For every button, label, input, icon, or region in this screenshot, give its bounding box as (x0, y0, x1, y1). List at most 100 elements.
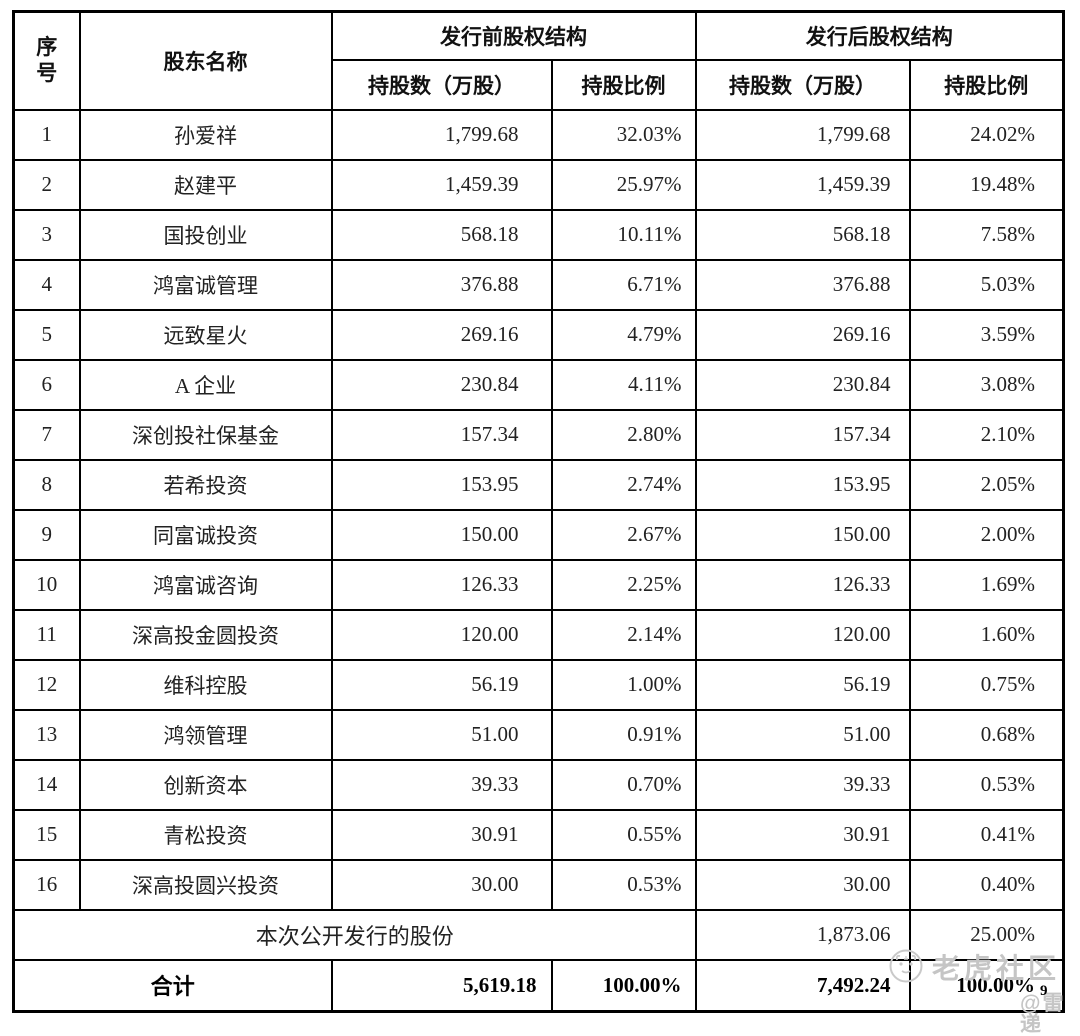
table-row: 6 A 企业 230.84 4.11% 230.84 3.08% (12, 358, 1065, 411)
header-pre-shares: 持股数（万股） (330, 58, 553, 111)
post-ratio-cell: 1.69% (908, 558, 1065, 611)
pre-shares-cell: 30.91 (330, 808, 553, 861)
header-pre-ratio: 持股比例 (550, 58, 697, 111)
post-ratio-cell: 0.40% (908, 858, 1065, 911)
post-shares-cell: 30.91 (694, 808, 911, 861)
total-post-ratio-cell: 100.00% (908, 958, 1065, 1013)
offering-post-ratio-cell: 25.00% (908, 908, 1065, 961)
pre-ratio-cell: 0.70% (550, 758, 697, 811)
header-shareholder-name: 股东名称 (78, 10, 333, 111)
row-index-cell: 2 (12, 158, 81, 211)
post-shares-cell: 120.00 (694, 608, 911, 661)
row-index-cell: 14 (12, 758, 81, 811)
table-row: 12 维科控股 56.19 1.00% 56.19 0.75% (12, 658, 1065, 711)
shareholder-name-cell: 鸿领管理 (78, 708, 333, 761)
post-ratio-cell: 3.08% (908, 358, 1065, 411)
table-row: 2 赵建平 1,459.39 25.97% 1,459.39 19.48% (12, 158, 1065, 211)
total-row: 合计 5,619.18 100.00% 7,492.24 100.00% (12, 958, 1065, 1013)
pre-ratio-cell: 4.79% (550, 308, 697, 361)
header-post-shares: 持股数（万股） (694, 58, 911, 111)
row-index-cell: 7 (12, 408, 81, 461)
table-row: 7 深创投社保基金 157.34 2.80% 157.34 2.10% (12, 408, 1065, 461)
row-index-cell: 5 (12, 308, 81, 361)
table-row: 13 鸿领管理 51.00 0.91% 51.00 0.68% (12, 708, 1065, 761)
post-ratio-cell: 2.05% (908, 458, 1065, 511)
post-shares-cell: 376.88 (694, 258, 911, 311)
pre-ratio-cell: 25.97% (550, 158, 697, 211)
post-shares-cell: 39.33 (694, 758, 911, 811)
pre-ratio-cell: 32.03% (550, 108, 697, 161)
pre-shares-cell: 230.84 (330, 358, 553, 411)
pre-ratio-cell: 2.74% (550, 458, 697, 511)
pre-shares-cell: 51.00 (330, 708, 553, 761)
row-index-cell: 8 (12, 458, 81, 511)
pre-ratio-cell: 6.71% (550, 258, 697, 311)
table-row: 14 创新资本 39.33 0.70% 39.33 0.53% (12, 758, 1065, 811)
table-row: 3 国投创业 568.18 10.11% 568.18 7.58% (12, 208, 1065, 261)
post-ratio-cell: 0.53% (908, 758, 1065, 811)
table-row: 1 孙爱祥 1,799.68 32.03% 1,799.68 24.02% (12, 108, 1065, 161)
pre-ratio-cell: 0.53% (550, 858, 697, 911)
pre-ratio-cell: 2.80% (550, 408, 697, 461)
pre-shares-cell: 153.95 (330, 458, 553, 511)
table-row: 5 远致星火 269.16 4.79% 269.16 3.59% (12, 308, 1065, 361)
post-shares-cell: 269.16 (694, 308, 911, 361)
row-index-cell: 6 (12, 358, 81, 411)
post-shares-cell: 568.18 (694, 208, 911, 261)
public-offering-row: 本次公开发行的股份 1,873.06 25.00% (12, 908, 1065, 961)
post-ratio-cell: 7.58% (908, 208, 1065, 261)
shareholder-name-cell: 远致星火 (78, 308, 333, 361)
row-index-cell: 12 (12, 658, 81, 711)
table-row: 10 鸿富诚咨询 126.33 2.25% 126.33 1.69% (12, 558, 1065, 611)
row-index-cell: 11 (12, 608, 81, 661)
shareholder-name-cell: 孙爱祥 (78, 108, 333, 161)
header-group-pre-issuance: 发行前股权结构 (330, 10, 697, 61)
table-row: 9 同富诚投资 150.00 2.67% 150.00 2.00% (12, 508, 1065, 561)
table-row: 15 青松投资 30.91 0.55% 30.91 0.41% (12, 808, 1065, 861)
shareholder-name-cell: 深高投圆兴投资 (78, 858, 333, 911)
pre-shares-cell: 120.00 (330, 608, 553, 661)
post-ratio-cell: 3.59% (908, 308, 1065, 361)
post-shares-cell: 126.33 (694, 558, 911, 611)
post-shares-cell: 56.19 (694, 658, 911, 711)
shareholder-name-cell: 国投创业 (78, 208, 333, 261)
shareholder-name-cell: 青松投资 (78, 808, 333, 861)
pre-shares-cell: 376.88 (330, 258, 553, 311)
row-index-cell: 3 (12, 208, 81, 261)
post-ratio-cell: 2.10% (908, 408, 1065, 461)
post-ratio-cell: 24.02% (908, 108, 1065, 161)
pre-ratio-cell: 1.00% (550, 658, 697, 711)
offering-post-shares-cell: 1,873.06 (694, 908, 911, 961)
post-ratio-cell: 1.60% (908, 608, 1065, 661)
header-row-number: 序号 (12, 10, 81, 111)
row-index-cell: 15 (12, 808, 81, 861)
total-label-cell: 合计 (12, 958, 333, 1013)
post-ratio-cell: 0.41% (908, 808, 1065, 861)
post-shares-cell: 153.95 (694, 458, 911, 511)
shareholding-structure-table: 序号 股东名称 发行前股权结构 发行后股权结构 持股数（万股） 持股比例 持股数… (12, 10, 1065, 1013)
shareholder-name-cell: 赵建平 (78, 158, 333, 211)
pre-ratio-cell: 2.67% (550, 508, 697, 561)
pre-ratio-cell: 10.11% (550, 208, 697, 261)
shareholder-name-cell: 深高投金圆投资 (78, 608, 333, 661)
shareholder-name-cell: 创新资本 (78, 758, 333, 811)
row-index-cell: 9 (12, 508, 81, 561)
post-shares-cell: 1,459.39 (694, 158, 911, 211)
post-ratio-cell: 19.48% (908, 158, 1065, 211)
shareholder-name-cell: 鸿富诚咨询 (78, 558, 333, 611)
shareholder-name-cell: 维科控股 (78, 658, 333, 711)
post-shares-cell: 157.34 (694, 408, 911, 461)
pre-shares-cell: 568.18 (330, 208, 553, 261)
pre-shares-cell: 30.00 (330, 858, 553, 911)
row-index-cell: 10 (12, 558, 81, 611)
table-row: 11 深高投金圆投资 120.00 2.14% 120.00 1.60% (12, 608, 1065, 661)
pre-shares-cell: 269.16 (330, 308, 553, 361)
row-index-cell: 16 (12, 858, 81, 911)
total-post-shares-cell: 7,492.24 (694, 958, 911, 1013)
pre-shares-cell: 1,459.39 (330, 158, 553, 211)
table-row: 8 若希投资 153.95 2.74% 153.95 2.05% (12, 458, 1065, 511)
post-ratio-cell: 0.68% (908, 708, 1065, 761)
post-ratio-cell: 2.00% (908, 508, 1065, 561)
page-number-mark: 9 (1040, 983, 1048, 999)
public-offering-label-cell: 本次公开发行的股份 (12, 908, 697, 961)
